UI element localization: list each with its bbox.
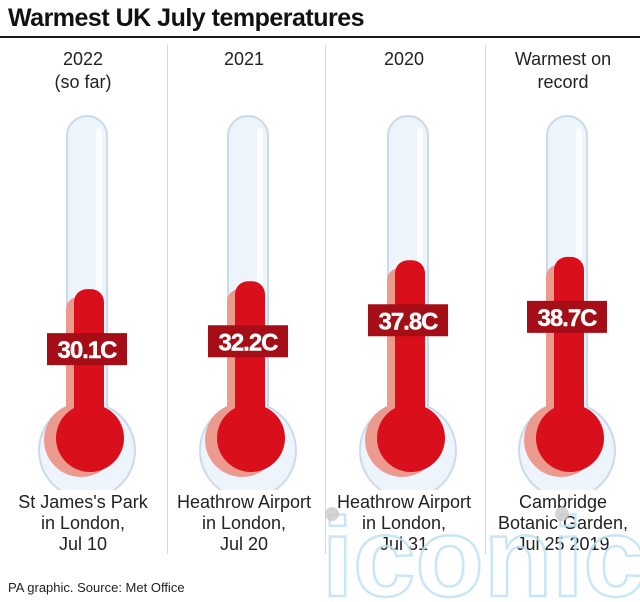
- thermometer-graphic: 37.8C: [359, 115, 457, 490]
- column-divider: [325, 44, 326, 554]
- station-location-line: Heathrow Airport: [336, 492, 472, 512]
- thermometer-bulb: [217, 404, 285, 472]
- year-label-line: Warmest on: [514, 49, 612, 69]
- thermometer-column: 2020 37.8C Heathrow Airport in London, Jul 3…: [324, 40, 484, 580]
- thermometer-bulb: [377, 404, 445, 472]
- source-footer: PA graphic. Source: Met Office: [8, 580, 185, 595]
- value-label: 38.7C: [527, 300, 607, 333]
- station-location-line: in London,: [40, 513, 126, 533]
- thermometer-bulb: [536, 404, 604, 472]
- station-location-line: Jul 20: [219, 534, 269, 554]
- station-location-line: St James's Park: [18, 492, 148, 512]
- value-label: 30.1C: [47, 333, 127, 366]
- thermometer-column: Warmest on record 38.7C Cambridge Botanic Ga…: [483, 40, 640, 580]
- thermometer-graphic: 30.1C: [38, 115, 136, 490]
- station-location: Heathrow Airport in London, Jul 20: [164, 492, 324, 555]
- title-rule: [0, 36, 640, 38]
- value-label-box: [47, 333, 127, 366]
- column-divider: [167, 44, 168, 554]
- value-label-text: 32.2C: [218, 329, 278, 356]
- value-label: 37.8C: [368, 304, 448, 337]
- value-label-box: [368, 304, 448, 337]
- station-location-line: Heathrow Airport: [176, 492, 312, 512]
- station-location-line: in London,: [361, 513, 447, 533]
- value-label-box: [527, 300, 607, 333]
- thermometer-bulb: [56, 404, 124, 472]
- thermometer-column: 2022 (so far) 30.1C St James's Park in Londo…: [3, 40, 163, 580]
- year-label-line: 2020: [383, 49, 425, 69]
- mercury-column: [235, 281, 265, 438]
- value-label-text: 37.8C: [378, 308, 438, 335]
- station-location-line: in London,: [201, 513, 287, 533]
- column-divider: [485, 44, 486, 554]
- station-location: Cambridge Botanic Garden, Jul 25 2019: [483, 492, 640, 555]
- station-location-line: Jul 25 2019: [516, 534, 610, 554]
- station-location: St James's Park in London, Jul 10: [3, 492, 163, 555]
- station-location-line: Cambridge: [518, 492, 608, 512]
- thermometer-graphic: 32.2C: [199, 115, 297, 490]
- year-label-line: (so far): [54, 72, 112, 92]
- value-label-box: [208, 325, 288, 358]
- year-label-line: 2022: [62, 49, 104, 69]
- year-label: Warmest on record: [483, 48, 640, 94]
- year-label-line: 2021: [223, 49, 265, 69]
- thermometer-column: 2021 32.2C Heathrow Airport in London, Jul 2…: [164, 40, 324, 580]
- value-label-text: 30.1C: [57, 337, 117, 364]
- station-location: Heathrow Airport in London, Jul 31: [324, 492, 484, 555]
- year-label: 2020: [324, 48, 484, 71]
- year-label: 2022 (so far): [3, 48, 163, 94]
- chart-title: Warmest UK July temperatures: [8, 4, 365, 32]
- thermometer-graphic: 38.7C: [518, 115, 616, 490]
- value-label: 32.2C: [208, 325, 288, 358]
- station-location-line: Jul 10: [58, 534, 108, 554]
- value-label-text: 38.7C: [537, 305, 597, 332]
- station-location-line: Botanic Garden,: [497, 513, 629, 533]
- year-label: 2021: [164, 48, 324, 71]
- year-label-line: record: [537, 72, 589, 92]
- station-location-line: Jul 31: [379, 534, 429, 554]
